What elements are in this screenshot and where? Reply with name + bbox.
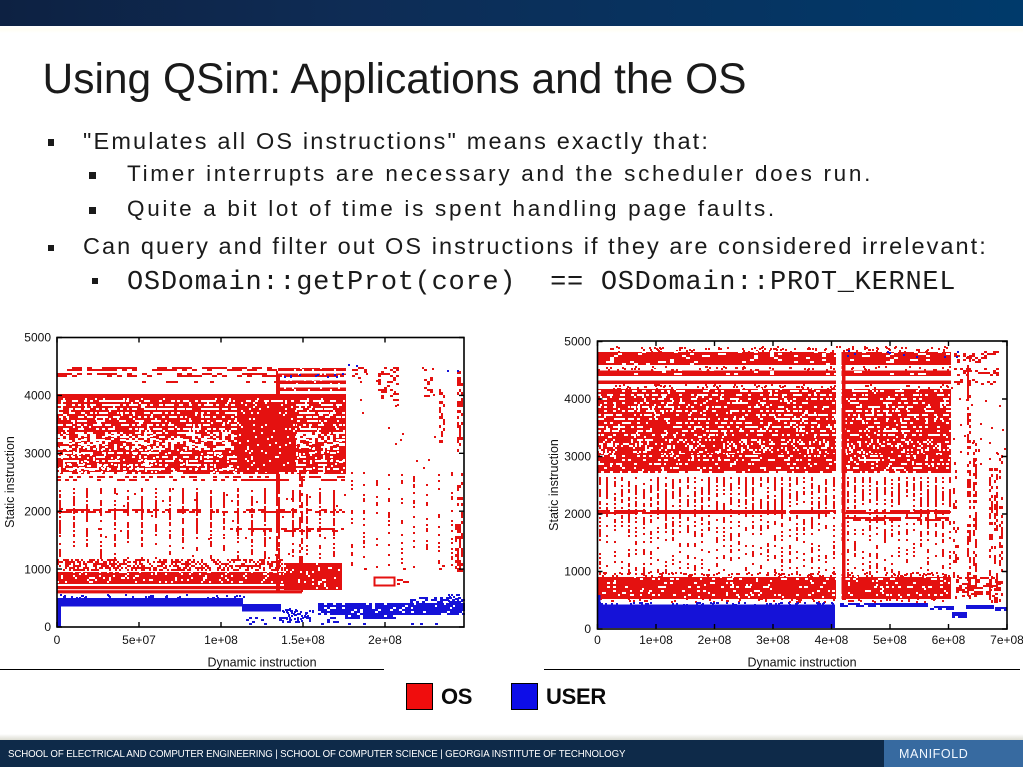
svg-text:5e+08: 5e+08 <box>873 633 907 647</box>
svg-text:0: 0 <box>54 633 61 647</box>
svg-text:Dynamic instruction: Dynamic instruction <box>747 656 856 670</box>
svg-text:2e+08: 2e+08 <box>698 633 732 647</box>
svg-text:5000: 5000 <box>564 335 591 349</box>
svg-text:2000: 2000 <box>564 507 591 521</box>
svg-text:2e+08: 2e+08 <box>368 633 402 647</box>
svg-text:3000: 3000 <box>24 447 51 461</box>
svg-text:0: 0 <box>594 633 601 647</box>
svg-text:0: 0 <box>584 622 591 636</box>
svg-text:1e+08: 1e+08 <box>639 633 673 647</box>
svg-text:0: 0 <box>44 620 51 634</box>
svg-text:5e+07: 5e+07 <box>122 633 156 647</box>
svg-text:1e+08: 1e+08 <box>204 633 238 647</box>
svg-text:4e+08: 4e+08 <box>815 633 849 647</box>
svg-text:4000: 4000 <box>24 389 51 403</box>
svg-text:1.5e+08: 1.5e+08 <box>281 633 325 647</box>
svg-text:Static instruction: Static instruction <box>547 439 561 531</box>
svg-text:1000: 1000 <box>564 565 591 579</box>
svg-text:2000: 2000 <box>24 504 51 518</box>
svg-text:3000: 3000 <box>564 450 591 464</box>
svg-text:Static instruction: Static instruction <box>3 436 17 528</box>
svg-text:6e+08: 6e+08 <box>932 633 966 647</box>
svg-text:3e+08: 3e+08 <box>756 633 790 647</box>
svg-text:5000: 5000 <box>24 331 51 345</box>
svg-text:4000: 4000 <box>564 392 591 406</box>
svg-text:7e+08: 7e+08 <box>990 633 1023 647</box>
svg-text:1000: 1000 <box>24 562 51 576</box>
svg-text:Dynamic instruction: Dynamic instruction <box>207 656 316 670</box>
